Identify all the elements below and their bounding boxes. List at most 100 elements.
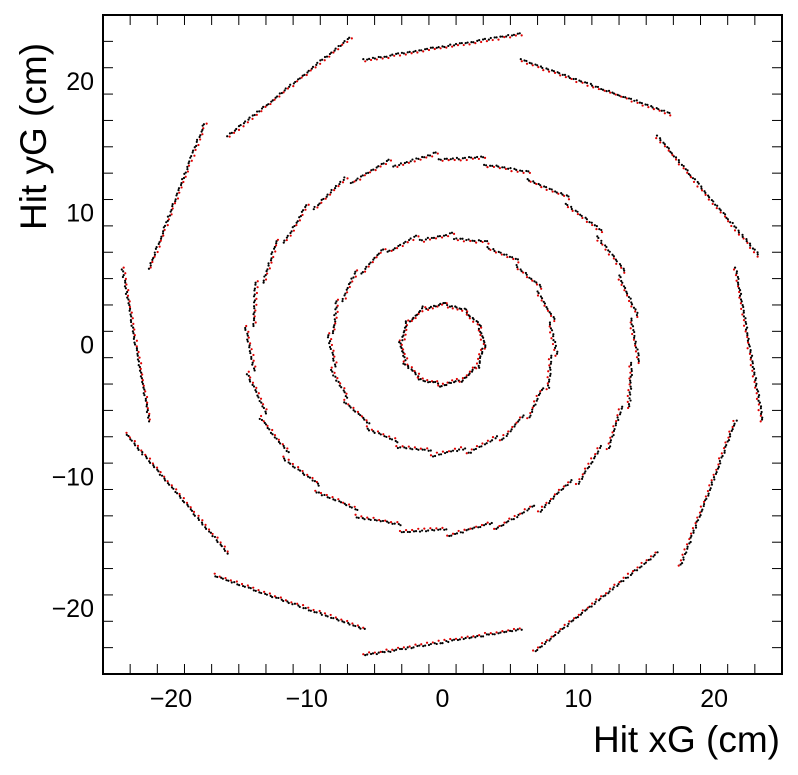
- hit-point: [552, 315, 555, 319]
- hit-point: [464, 636, 467, 640]
- hit-point: [198, 135, 201, 139]
- hit-point: [385, 55, 388, 58]
- hit-point: [244, 326, 247, 330]
- hit-point: [487, 247, 490, 250]
- hit-point: [474, 636, 477, 639]
- hit-point: [399, 162, 403, 165]
- hit-point: [330, 188, 333, 192]
- hit-point: [476, 39, 479, 42]
- hit-point: [759, 407, 762, 410]
- hit-point: [602, 595, 605, 598]
- hit-point: [635, 313, 639, 317]
- hit-point: [712, 200, 715, 203]
- hit-point: [421, 305, 424, 308]
- hit-point: [447, 44, 450, 48]
- hit-point: [446, 303, 449, 307]
- hit-point: [506, 255, 509, 259]
- hit-point: [530, 277, 533, 280]
- hit-point: [333, 189, 336, 192]
- y-tick-label: 0: [80, 332, 94, 360]
- hit-point: [604, 244, 607, 247]
- hit-point: [679, 559, 683, 562]
- hit-point: [581, 473, 584, 476]
- hit-point: [549, 327, 553, 330]
- hit-point: [425, 156, 428, 159]
- hit-point: [622, 576, 625, 579]
- hit-point: [626, 294, 629, 297]
- hit-point: [360, 515, 363, 518]
- hit-point: [174, 200, 177, 203]
- hit-point: [731, 428, 734, 431]
- hit-point: [738, 289, 742, 292]
- hit-point: [758, 401, 761, 404]
- hit-point: [291, 465, 295, 468]
- hit-point: [505, 630, 508, 633]
- hit-point: [488, 523, 492, 526]
- hit-point: [760, 410, 763, 414]
- hit-point: [148, 460, 151, 463]
- hit-point: [284, 599, 287, 602]
- hit-point: [313, 611, 316, 614]
- hit-point: [152, 257, 155, 260]
- hit-point: [311, 65, 315, 68]
- hit-point: [755, 392, 758, 395]
- hit-point: [368, 262, 371, 266]
- hit-point: [719, 209, 722, 212]
- hit-point: [579, 613, 582, 616]
- hit-point: [218, 575, 221, 578]
- hit-point: [148, 412, 151, 415]
- hit-point: [653, 553, 656, 557]
- hit-point: [285, 238, 288, 242]
- hit-point: [737, 231, 741, 234]
- hit-point: [138, 369, 142, 372]
- hit-point: [547, 380, 551, 383]
- hit-point: [629, 381, 632, 384]
- hit-point: [252, 385, 256, 388]
- hit-point: [291, 226, 294, 229]
- hit-point: [315, 611, 318, 614]
- hit-point: [600, 241, 603, 245]
- hit-point: [469, 451, 473, 454]
- hit-point: [293, 466, 296, 469]
- hit-point: [513, 167, 516, 170]
- hit-point: [266, 268, 269, 271]
- hit-point: [413, 446, 416, 449]
- hit-point: [124, 272, 127, 275]
- hit-point: [245, 373, 248, 376]
- hit-point: [537, 66, 540, 69]
- hit-point: [749, 244, 752, 247]
- hit-point: [682, 558, 685, 561]
- hit-point: [630, 387, 633, 390]
- hit-point: [375, 256, 378, 259]
- hit-point: [423, 448, 426, 451]
- hit-point: [128, 304, 131, 307]
- hit-point: [616, 414, 619, 417]
- hit-point: [742, 324, 746, 327]
- hit-point: [548, 502, 551, 505]
- hit-point: [347, 283, 351, 286]
- hit-point: [136, 354, 139, 357]
- hit-point: [549, 374, 552, 377]
- hit-point: [424, 530, 428, 533]
- hit-point: [637, 352, 640, 355]
- hit-point: [608, 590, 611, 593]
- hit-point: [346, 396, 349, 399]
- hit-point: [225, 579, 228, 582]
- hit-point: [147, 416, 150, 419]
- hit-point: [138, 356, 141, 359]
- hit-point: [534, 650, 537, 653]
- hit-point: [445, 383, 448, 387]
- hit-point: [588, 605, 591, 608]
- hit-point: [666, 111, 669, 114]
- hit-point: [139, 375, 142, 378]
- hit-point: [426, 447, 429, 450]
- hit-point: [209, 531, 212, 534]
- hit-point: [181, 499, 184, 502]
- hit-point: [310, 67, 313, 70]
- hit-point: [694, 522, 697, 525]
- hit-point: [464, 447, 467, 450]
- hit-point: [397, 244, 400, 248]
- hit-point: [691, 177, 695, 180]
- hit-point: [163, 228, 166, 232]
- hit-point: [525, 62, 529, 65]
